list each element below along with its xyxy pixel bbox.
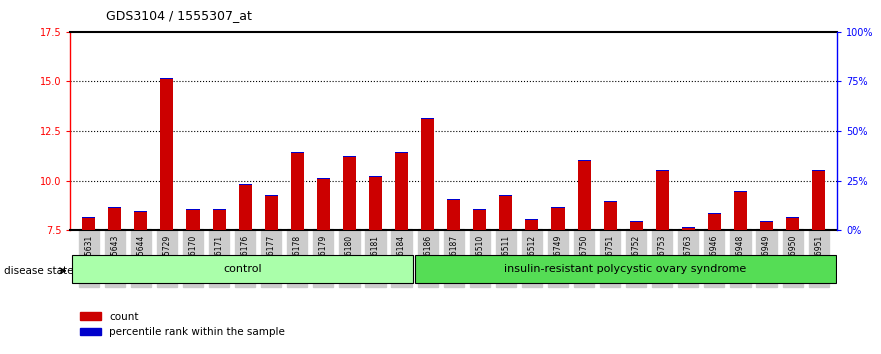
Bar <box>239 183 252 184</box>
Bar <box>369 176 382 177</box>
Bar <box>187 210 199 230</box>
Bar <box>760 222 773 230</box>
Bar <box>552 207 565 208</box>
Bar <box>395 153 408 230</box>
Bar <box>264 196 278 230</box>
Bar <box>473 209 486 210</box>
Text: insulin-resistant polycystic ovary syndrome: insulin-resistant polycystic ovary syndr… <box>505 264 746 274</box>
Bar <box>291 153 304 230</box>
Bar <box>134 211 147 212</box>
Bar <box>786 217 799 218</box>
Bar <box>760 221 773 222</box>
Bar <box>317 178 329 230</box>
Bar <box>708 213 721 214</box>
Bar <box>812 171 825 230</box>
Bar <box>578 160 590 161</box>
Bar <box>343 157 356 230</box>
Text: disease state: disease state <box>4 266 74 276</box>
Bar <box>421 118 434 119</box>
Bar <box>630 222 643 230</box>
FancyBboxPatch shape <box>416 255 835 283</box>
Bar <box>291 152 304 153</box>
Bar <box>552 208 565 230</box>
Bar <box>682 228 695 230</box>
FancyBboxPatch shape <box>72 255 412 283</box>
Bar <box>134 212 147 230</box>
Bar <box>212 209 226 210</box>
Bar <box>682 227 695 228</box>
Bar <box>82 217 95 218</box>
Bar <box>525 220 538 230</box>
Bar <box>448 199 460 200</box>
Bar <box>343 156 356 157</box>
Bar <box>108 208 122 230</box>
Bar <box>655 171 669 230</box>
Bar <box>395 152 408 153</box>
Bar <box>630 221 643 222</box>
Bar <box>655 170 669 171</box>
Bar <box>734 193 747 230</box>
Bar <box>448 200 460 230</box>
Legend: count, percentile rank within the sample: count, percentile rank within the sample <box>76 308 289 341</box>
Bar <box>108 207 122 208</box>
Bar <box>500 195 513 196</box>
Bar <box>264 195 278 196</box>
Bar <box>734 192 747 193</box>
Bar <box>525 219 538 220</box>
Bar <box>187 209 199 210</box>
Bar <box>160 79 174 230</box>
Text: control: control <box>223 264 262 274</box>
Bar <box>500 196 513 230</box>
Bar <box>421 119 434 230</box>
Bar <box>212 210 226 230</box>
Bar <box>812 170 825 171</box>
Text: GDS3104 / 1555307_at: GDS3104 / 1555307_at <box>106 9 252 22</box>
Bar <box>578 161 590 230</box>
Bar <box>473 210 486 230</box>
Bar <box>603 201 617 202</box>
Bar <box>82 218 95 230</box>
Bar <box>708 214 721 230</box>
Bar <box>369 177 382 230</box>
Bar <box>603 202 617 230</box>
Bar <box>786 218 799 230</box>
Bar <box>239 184 252 230</box>
